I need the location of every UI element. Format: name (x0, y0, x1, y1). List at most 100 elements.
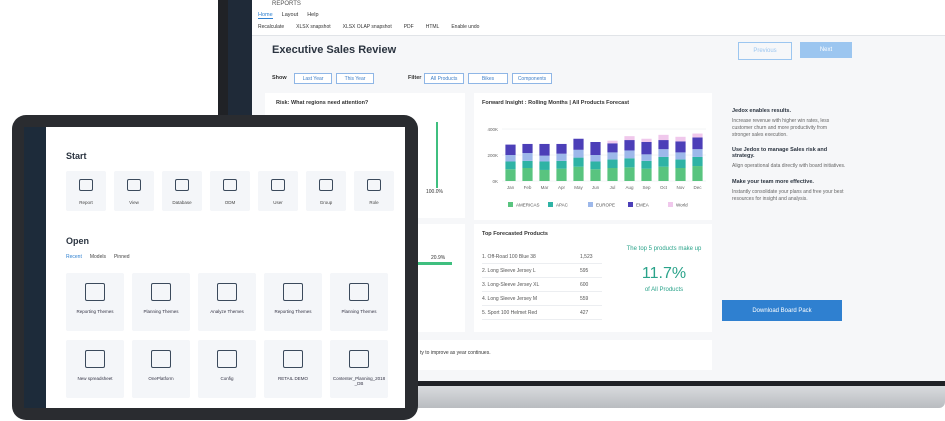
bar-segment (675, 159, 686, 168)
filter-label: Filter (408, 75, 422, 81)
toolbar-item[interactable]: XLSX snapshot (296, 24, 331, 30)
forecast-chart: Forward Insight : Rolling Months | All P… (482, 100, 706, 208)
insight: Jedox enables results. Increase revenue w… (722, 108, 846, 138)
start-tile[interactable]: Report (66, 171, 106, 211)
start-tile[interactable]: ODM (210, 171, 250, 211)
products-title: Top Forecasted Products (482, 231, 548, 237)
start-tile[interactable]: Role (354, 171, 394, 211)
open-tile[interactable]: Planning Themes (132, 273, 190, 331)
open-heading: Open (66, 236, 90, 246)
x-tick-label: Nov (676, 185, 685, 190)
tile-icon (349, 283, 369, 301)
product-name: 1. Off-Road 100 Blue 38 (482, 254, 536, 260)
download-button[interactable]: Download Board Pack (722, 300, 842, 321)
chart-title: Forward Insight : Rolling Months | All P… (482, 100, 629, 106)
tile-icon (151, 350, 171, 368)
tile-label: New spreadsheet (77, 376, 113, 381)
bar-segment (658, 140, 669, 150)
x-tick-label: Dec (693, 185, 702, 190)
tile-label: Group (319, 200, 333, 205)
open-tile[interactable]: Planning Themes (330, 273, 388, 331)
x-tick-label: Aug (625, 185, 634, 190)
toolbar-item[interactable]: Enable undo (451, 24, 480, 30)
start-tile[interactable]: User (258, 171, 298, 211)
start-tile[interactable]: Database (162, 171, 202, 211)
y-tick-label: 400K (487, 127, 498, 132)
bar-segment (641, 142, 652, 155)
tile-label: Planning Themes (341, 309, 377, 314)
legend-label: EMEA (636, 203, 649, 208)
bar-segment (675, 168, 686, 181)
tile-icon (79, 179, 93, 191)
risk-value: 100.0% (426, 189, 443, 195)
menu-item[interactable]: Layout (281, 12, 299, 18)
menu-item[interactable]: Home (258, 12, 273, 19)
product-value: 559 (580, 296, 589, 302)
tile-label: View (129, 200, 139, 205)
tile-icon (127, 179, 141, 191)
bar-segment (675, 152, 686, 160)
open-tile[interactable]: Analyze Themes (198, 273, 256, 331)
app-name: REPORTS (272, 1, 301, 7)
tile-icon (217, 350, 237, 368)
open-tile[interactable]: Reporting Themes (264, 273, 322, 331)
toolbar: Recalculate XLSX snapshot XLSX OLAP snapsh… (258, 24, 479, 30)
nav: Previous Next (738, 42, 852, 60)
bar-segment (607, 152, 618, 160)
start-tile[interactable]: Group (306, 171, 346, 211)
tile-icon (283, 283, 303, 301)
risk-value: 20.9% (431, 255, 446, 261)
show-button[interactable]: This Year (336, 73, 374, 84)
bar-segment (624, 150, 635, 159)
open-tile[interactable]: RETAIL DEMO (264, 340, 322, 398)
y-tick-label: 0K (492, 179, 498, 184)
open-tile[interactable]: Contenter_Planning_2018_DB (330, 340, 388, 398)
insight-text: Increase revenue with higher win rates, … (732, 118, 830, 138)
filter-button[interactable]: Bikes (468, 73, 508, 84)
tablet-screen: Start Open Recent Models Pinned Report View… (24, 127, 405, 408)
nav-button[interactable]: Previous (738, 42, 792, 60)
start-tile[interactable]: View (114, 171, 154, 211)
open-tile[interactable]: OnePlatform (132, 340, 190, 398)
row-line (482, 291, 602, 292)
open-tab[interactable]: Models (89, 254, 106, 260)
open-tab[interactable]: Recent (66, 254, 82, 260)
tile-label: Config (220, 376, 234, 381)
bar-segment (607, 140, 618, 144)
show-button[interactable]: Last Year (294, 73, 332, 84)
x-tick-label: Jul (610, 185, 616, 190)
menu-item[interactable]: Help (307, 12, 319, 18)
bar-segment (692, 156, 703, 167)
tile-icon (349, 350, 369, 368)
nav-button[interactable]: Next (800, 42, 852, 58)
summary: The top 5 products make up (626, 246, 702, 252)
bar-segment (692, 137, 703, 150)
filter-button[interactable]: Components (512, 73, 552, 84)
bar-segment (607, 159, 618, 168)
product-value: 1,523 (580, 254, 593, 260)
tile-label: Role (369, 200, 379, 205)
report-title: Executive Sales Review (272, 44, 397, 56)
toolbar-item[interactable]: PDF (403, 24, 414, 30)
open-tile[interactable]: Reporting Themes (66, 273, 124, 331)
bar-segment (607, 143, 618, 153)
legend-swatch (628, 202, 633, 207)
open-tile[interactable]: New spreadsheet (66, 340, 124, 398)
open-tile[interactable]: Config (198, 340, 256, 398)
bar-segment (539, 155, 550, 162)
legend-swatch (508, 202, 513, 207)
x-tick-label: Jun (592, 185, 600, 190)
toolbar-item[interactable]: HTML (425, 24, 440, 30)
toolbar-item[interactable]: XLSX OLAP snapshot (342, 24, 392, 30)
open-tab[interactable]: Pinned (113, 254, 130, 260)
insight: Use Jedox to manage Sales risk and strat… (722, 147, 846, 170)
product-name: 5. Sport 100 Helmet Red (482, 310, 538, 316)
toolbar-item[interactable]: Recalculate (258, 24, 285, 30)
tile-icon (367, 179, 381, 191)
bar-segment (539, 169, 550, 181)
tile-icon (85, 350, 105, 368)
filter-button[interactable]: All Products (424, 73, 464, 84)
bar-segment (573, 166, 584, 181)
insight-heading: Jedox enables results. (732, 108, 791, 114)
bar-segment (692, 149, 703, 157)
